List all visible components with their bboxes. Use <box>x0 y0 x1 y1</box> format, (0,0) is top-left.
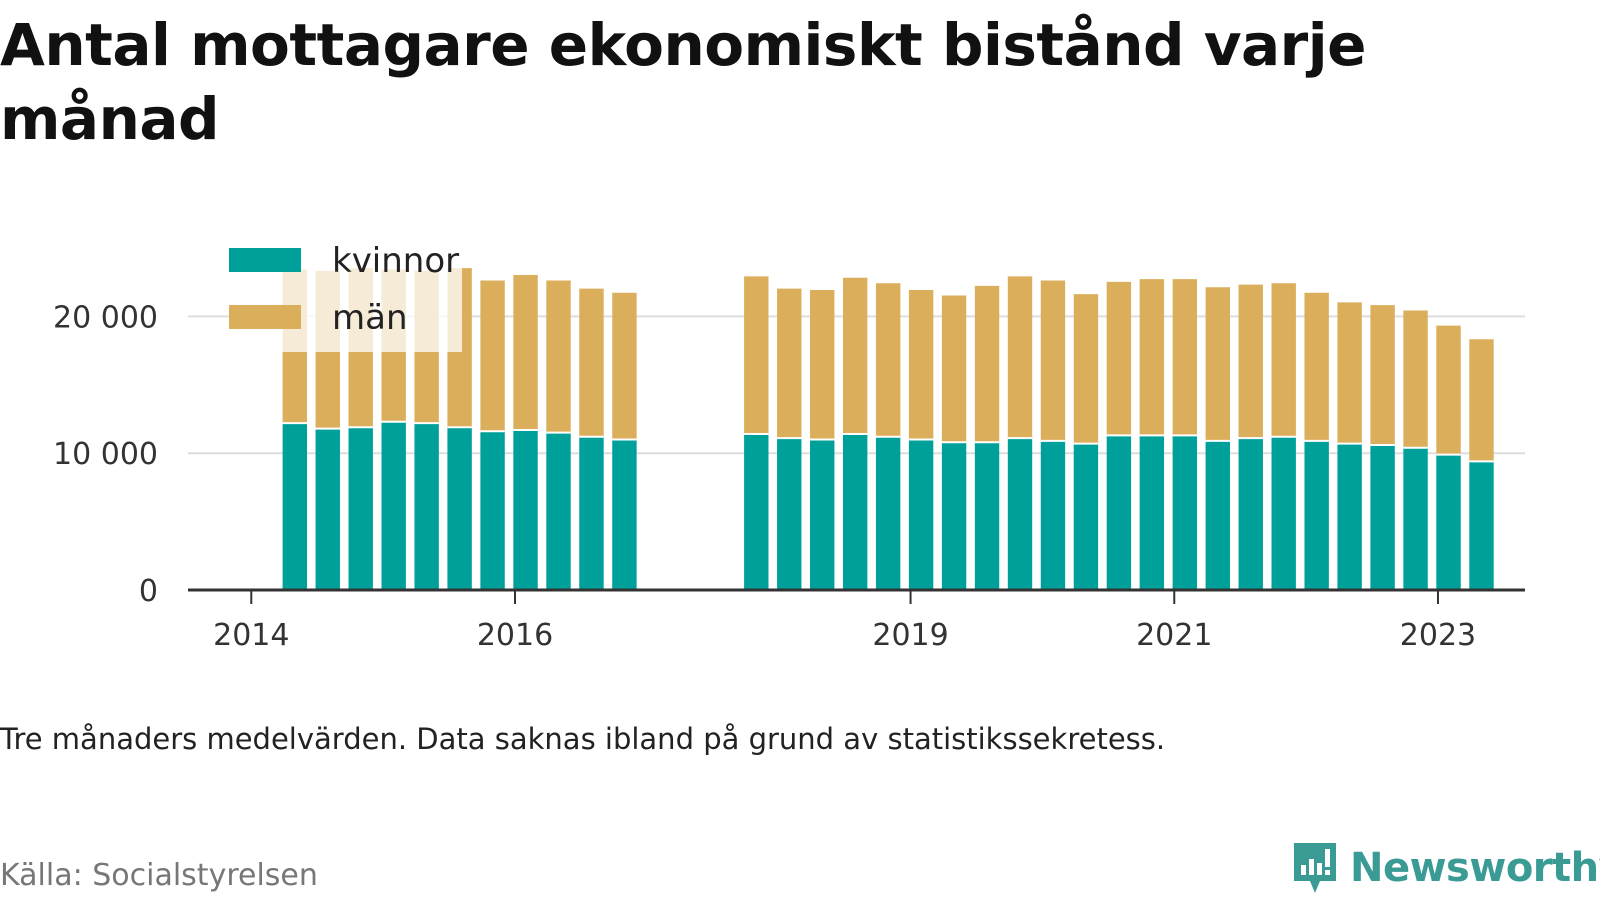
bar-kvinnor <box>908 439 934 590</box>
brand-name: Newsworthy <box>1350 845 1600 891</box>
bar-kvinnor <box>315 428 340 590</box>
bar-man <box>1007 275 1033 439</box>
bar-kvinnor <box>1106 435 1132 590</box>
bar-kvinnor <box>1370 444 1395 590</box>
legend-label: kvinnor <box>332 241 459 281</box>
bar-man <box>1370 304 1395 445</box>
bar-kvinnor <box>1337 443 1362 590</box>
bar-kvinnor <box>1073 443 1099 590</box>
bar-man <box>480 279 505 432</box>
legend-label: män <box>332 298 408 338</box>
bar-man <box>546 279 571 433</box>
bar-man <box>1469 338 1494 462</box>
bar-man <box>612 291 637 440</box>
chart-note: Tre månaders medelvärden. Data saknas ib… <box>0 722 1166 756</box>
legend: kvinnor män <box>229 230 462 352</box>
bar-kvinnor <box>348 427 373 590</box>
bars <box>282 266 1494 590</box>
page-title: Antal mottagare ekonomiskt bistånd varje… <box>0 11 1367 153</box>
x-tick-label: 2019 <box>872 618 948 653</box>
bar-man <box>1172 278 1198 436</box>
bar-man <box>1436 324 1461 455</box>
bar-kvinnor <box>1238 438 1263 590</box>
bar-man <box>1304 291 1329 441</box>
legend-swatch <box>229 248 301 272</box>
bar-man <box>513 273 538 430</box>
bar-man <box>1271 282 1296 437</box>
bar-kvinnor <box>1271 436 1296 590</box>
bar-man <box>1205 286 1230 441</box>
bar-kvinnor <box>1205 440 1230 590</box>
bar-kvinnor <box>777 438 802 590</box>
x-tick-label: 2021 <box>1136 618 1212 653</box>
bar-man <box>1337 301 1362 444</box>
brand[interactable]: Newsworthy <box>1290 838 1600 898</box>
bar-kvinnor <box>447 427 472 590</box>
bar-kvinnor <box>282 423 307 590</box>
newsworthy-logo-icon <box>1294 843 1336 893</box>
bar-kvinnor <box>381 421 406 590</box>
y-tick-label: 0 <box>139 574 158 609</box>
bar-man <box>1106 280 1132 436</box>
bar-kvinnor <box>480 431 505 590</box>
bar-man <box>1238 283 1263 439</box>
bar-kvinnor <box>875 436 901 590</box>
bar-kvinnor <box>546 432 571 590</box>
bar-kvinnor <box>974 442 1000 590</box>
bar-kvinnor <box>414 423 439 590</box>
bar-kvinnor <box>1403 447 1428 590</box>
y-tick-label: 10 000 <box>53 437 158 472</box>
bar-man <box>1403 309 1428 448</box>
bar-kvinnor <box>842 434 868 590</box>
bar-kvinnor <box>612 439 637 590</box>
bar-kvinnor <box>1172 435 1198 590</box>
bar-kvinnor <box>1040 440 1066 590</box>
bar-man <box>875 282 901 437</box>
x-tick-label: 2023 <box>1400 618 1476 653</box>
bar-man <box>1040 279 1066 441</box>
bar-man <box>941 294 967 443</box>
bar-man <box>1139 278 1165 436</box>
y-tick-label: 20 000 <box>53 300 158 335</box>
bar-kvinnor <box>1304 440 1329 590</box>
bar-man <box>908 289 934 440</box>
bar-kvinnor <box>941 442 967 590</box>
source-label: Källa: Socialstyrelsen <box>0 858 318 893</box>
bar-kvinnor <box>1139 435 1165 590</box>
bar-kvinnor <box>744 434 769 590</box>
x-tick-label: 2016 <box>477 618 553 653</box>
bar-man <box>810 289 835 440</box>
bar-man <box>1073 293 1099 444</box>
bar-kvinnor <box>1007 438 1033 590</box>
x-tick-label: 2014 <box>213 618 289 653</box>
bar-kvinnor <box>1469 461 1494 590</box>
legend-swatch <box>229 305 301 329</box>
bar-kvinnor <box>513 429 538 590</box>
bar-man <box>974 284 1000 443</box>
bar-kvinnor <box>1436 454 1461 590</box>
bar-man <box>842 276 868 435</box>
bar-kvinnor <box>579 436 604 590</box>
bar-man <box>744 275 769 435</box>
bar-man <box>579 287 604 437</box>
axes: 0 10 000 20 000 2014 2016 2019 2021 2023 <box>53 300 1525 653</box>
bar-man <box>777 287 802 439</box>
bar-kvinnor <box>810 439 835 590</box>
